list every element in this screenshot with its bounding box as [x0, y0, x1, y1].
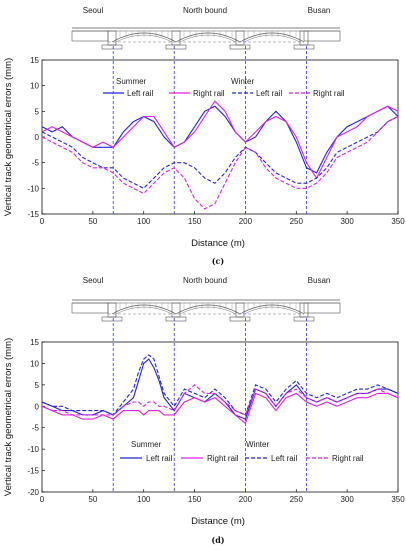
y-tick-label: 10: [30, 82, 39, 91]
x-axis-label-d: Distance (m): [191, 516, 245, 527]
y-tick-label: 5: [35, 381, 40, 390]
bridge-pier: [171, 30, 181, 46]
bridge-diagram-d: Seoul North bound Busan: [71, 276, 341, 322]
legend-summer: Summer: [131, 440, 162, 449]
bridge-outline: [71, 27, 341, 50]
legend-summer-left: Left rail: [146, 454, 172, 463]
bridge-footing: [293, 44, 315, 50]
legend-summer-right: Right rail: [193, 89, 225, 98]
series-line: [41, 105, 399, 174]
bridge-footing: [165, 316, 187, 322]
x-tick-label: 350: [391, 495, 405, 504]
axes-c: 0 50 100 150 200 250 300 350 -15 -10 -5 0 5 10 15: [27, 56, 405, 226]
y-axis-label-c: Vertical track geometrical errors (mm): [3, 58, 14, 216]
bridge-abutment: [303, 302, 341, 314]
legend-winter-right: Right rail: [332, 454, 364, 463]
bridge-pier: [107, 30, 117, 46]
bridge-label-right: Busan: [308, 276, 331, 285]
panel-d: Seoul North bound Busan 0 50 100 150 200 250 3…: [3, 276, 405, 545]
legend-winter: Winter: [231, 77, 254, 86]
y-tick-label: -5: [32, 159, 40, 168]
y-tick-label: -15: [27, 467, 39, 476]
x-tick-label: 150: [188, 495, 202, 504]
y-tick-label: 10: [30, 359, 39, 368]
legend-d: Summer Left rail Right rail Winter Left …: [120, 440, 364, 463]
bridge-label-center: North bound: [183, 6, 227, 15]
caption-d: (d): [211, 535, 224, 545]
bridge-footing: [293, 316, 315, 322]
legend-summer: Summer: [116, 77, 147, 86]
y-tick-label: -20: [27, 488, 39, 497]
series-line: [41, 116, 399, 189]
y-tick-label: -10: [27, 445, 39, 454]
legend-winter-left: Left rail: [256, 89, 282, 98]
bridge-label-left: Seoul: [83, 276, 104, 285]
x-tick-label: 300: [340, 217, 354, 226]
legend-summer-right: Right rail: [207, 454, 239, 463]
x-tick-label: 0: [40, 495, 45, 504]
x-tick-label: 100: [137, 217, 151, 226]
y-tick-label: -10: [27, 184, 39, 193]
bridge-label-left: Seoul: [83, 6, 104, 15]
bridge-abutment: [303, 30, 341, 42]
plot-frame-c: [41, 59, 399, 215]
series-line: [41, 392, 399, 425]
series-line: [41, 116, 399, 210]
x-tick-label: 50: [88, 217, 97, 226]
bridge-diagram-c: Seoul North bound Busan: [71, 6, 341, 50]
x-tick-label: 50: [88, 495, 97, 504]
bridge-pier: [235, 302, 245, 318]
x-tick-label: 250: [290, 217, 304, 226]
legend-winter: Winter: [246, 440, 269, 449]
x-tick-label: 350: [391, 217, 405, 226]
series-line: [41, 100, 399, 180]
y-tick-label: 0: [35, 133, 40, 142]
bridge-footing: [101, 44, 123, 50]
x-tick-label: 150: [188, 217, 202, 226]
bridge-label-right: Busan: [308, 6, 331, 15]
series-lines-c: [41, 100, 399, 210]
series-lines-d: [41, 354, 399, 425]
bridge-footing: [101, 316, 123, 322]
y-tick-label: 0: [35, 402, 40, 411]
caption-c: (c): [212, 256, 225, 266]
bridge-pier: [171, 302, 181, 318]
bridge-footing: [229, 44, 251, 50]
bridge-abutment: [71, 30, 109, 42]
axes-d: 0 50 100 150 200 250 300 350 -20 -15 -10 -5 0 5 10 15: [27, 338, 405, 504]
station-markers-d: [112, 318, 307, 492]
bridge-pier: [235, 30, 245, 46]
legend-winter-left: Left rail: [271, 454, 297, 463]
y-tick-label: 15: [30, 338, 39, 347]
x-tick-label: 0: [40, 217, 45, 226]
legend-c: Summer Left rail Right rail Winter Left …: [103, 77, 345, 98]
legend-summer-left: Left rail: [127, 89, 153, 98]
panel-c: Seoul North bound Busan 0 50 100 150 200 250 3…: [3, 6, 405, 266]
bridge-outline: [71, 299, 341, 322]
y-tick-label: 5: [35, 107, 40, 116]
y-tick-label: 15: [30, 56, 39, 65]
bridge-pier: [107, 302, 117, 318]
legend-winter-right: Right rail: [313, 89, 345, 98]
y-tick-label: -5: [32, 424, 40, 433]
bridge-abutment: [71, 302, 109, 314]
x-axis-label-c: Distance (m): [191, 238, 245, 249]
x-tick-label: 300: [340, 495, 354, 504]
bridge-footing: [229, 316, 251, 322]
x-tick-label: 100: [137, 495, 151, 504]
x-tick-label: 200: [239, 495, 253, 504]
y-tick-label: -15: [27, 210, 39, 219]
series-line: [41, 384, 399, 416]
bridge-label-center: North bound: [183, 276, 227, 285]
bridge-footing: [165, 44, 187, 50]
plot-frame-d: [41, 341, 399, 493]
y-axis-label-d: Vertical track geometrical errors (mm): [3, 338, 14, 496]
x-tick-label: 200: [239, 217, 253, 226]
station-markers-c: [112, 46, 307, 214]
x-tick-label: 250: [290, 495, 304, 504]
series-line: [41, 354, 399, 416]
